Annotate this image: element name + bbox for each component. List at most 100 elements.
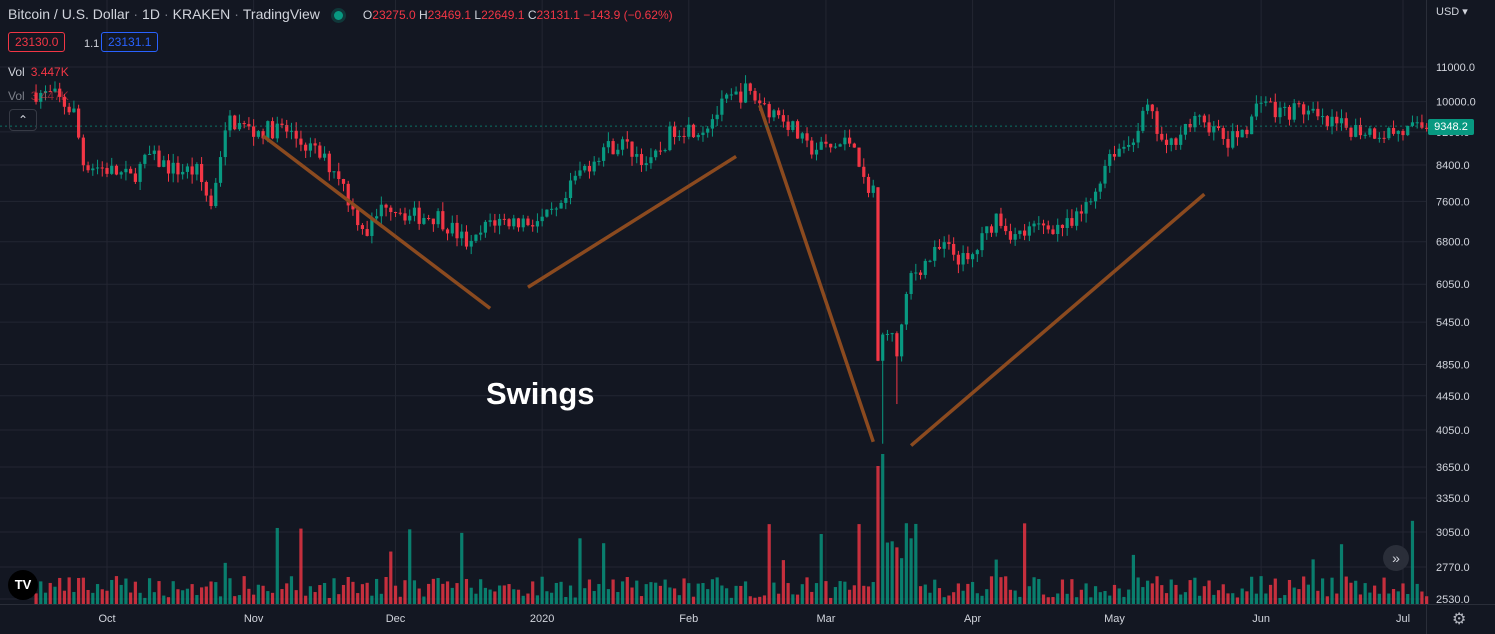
candle-body: [1335, 116, 1339, 124]
candle-body: [1131, 142, 1135, 145]
candle-body: [550, 208, 554, 210]
volume-bar: [743, 581, 748, 604]
candle-body: [706, 128, 710, 133]
volume-bar: [847, 589, 852, 604]
candle-body: [62, 96, 67, 107]
candle-body: [748, 83, 752, 91]
candle-body: [185, 166, 190, 172]
candle-body: [1051, 229, 1055, 235]
volume-bar: [427, 583, 431, 604]
candle-body: [275, 123, 279, 139]
bid-price[interactable]: 23130.0: [8, 32, 66, 52]
candle-body: [398, 212, 402, 214]
volume-bar: [431, 578, 435, 604]
candle-body: [1410, 122, 1415, 126]
volume-bar: [881, 454, 885, 604]
candle-body: [691, 124, 696, 138]
volume-bar: [819, 534, 823, 604]
volume-bar: [114, 576, 119, 604]
volume-bar: [753, 597, 757, 604]
candle-body: [871, 185, 875, 193]
candle-body: [1098, 183, 1102, 192]
volume-bar: [1060, 579, 1065, 604]
candle-body: [48, 91, 52, 93]
candle-body: [393, 212, 398, 214]
candle-body: [758, 100, 762, 104]
volume-bar: [313, 592, 317, 604]
volume-bar: [341, 584, 346, 604]
settings-gear-icon[interactable]: ⚙: [1452, 611, 1467, 628]
volume-bar: [1008, 589, 1013, 604]
candle-body: [1013, 234, 1017, 240]
volume-bar: [294, 590, 298, 604]
candle-body: [403, 213, 407, 221]
interval[interactable]: 1D: [142, 6, 160, 22]
symbol-header[interactable]: Bitcoin / U.S. Dollar · 1D · KRAKEN · TradingV…: [8, 6, 673, 22]
volume-bar: [980, 595, 984, 604]
candle-body: [1027, 226, 1031, 236]
volume-bar: [1065, 593, 1069, 604]
candle-body: [772, 110, 776, 118]
candle-body: [299, 138, 303, 145]
candle-body: [616, 149, 620, 155]
volume-bar: [937, 588, 942, 604]
candle-body: [147, 153, 152, 155]
candle-body: [682, 135, 686, 137]
volume-bar: [1268, 584, 1273, 604]
candle-body: [1278, 107, 1282, 118]
volume-bar: [1127, 589, 1131, 604]
candle-body: [592, 161, 596, 172]
candle-body: [1396, 130, 1400, 134]
candle-body: [450, 222, 454, 234]
collapse-legend-button[interactable]: ⌃: [9, 109, 37, 131]
candle-body: [942, 242, 946, 249]
candle-body: [1306, 110, 1311, 115]
scroll-to-realtime-button[interactable]: »: [1383, 545, 1409, 571]
candle-body: [1226, 138, 1230, 148]
volume-bar: [147, 578, 152, 604]
candle-body: [119, 172, 123, 175]
volume-bar: [795, 594, 800, 604]
candle-body: [1320, 116, 1325, 118]
candle-body: [635, 154, 639, 157]
volume-bar: [1193, 577, 1197, 604]
currency-selector[interactable]: USD ▾: [1436, 6, 1468, 18]
candle-body: [133, 173, 137, 182]
tradingview-logo[interactable]: TV: [8, 570, 38, 600]
volume-bar: [1004, 576, 1008, 604]
volume-legend: Vol 3.447K: [8, 65, 69, 79]
candle-body: [1287, 106, 1292, 120]
last-price-label: 9348.2: [1428, 119, 1474, 135]
candle-body: [644, 163, 648, 166]
volume-bar: [644, 584, 648, 604]
volume-bar: [233, 596, 237, 604]
volume-bar: [1141, 587, 1145, 604]
volume-bar: [1098, 592, 1102, 604]
candle-body: [285, 125, 289, 132]
candle-body: [805, 133, 809, 141]
candle-body: [502, 218, 506, 220]
symbol-name[interactable]: Bitcoin / U.S. Dollar: [8, 6, 130, 22]
candle-body: [743, 83, 748, 103]
volume-bar: [630, 587, 634, 604]
candle-body: [1354, 125, 1358, 137]
ask-price[interactable]: 23131.1: [101, 32, 159, 52]
volume-bar: [1089, 597, 1093, 604]
volume-bar: [1354, 580, 1358, 604]
candle-body: [1259, 102, 1263, 104]
volume-bar: [1056, 593, 1060, 604]
candle-body: [687, 124, 691, 137]
candle-body: [1302, 104, 1306, 115]
volume-bar: [1410, 520, 1415, 604]
exchange: KRAKEN: [172, 6, 231, 22]
volume-bar: [1306, 584, 1311, 604]
candle-body: [1212, 126, 1216, 133]
candle-body: [1330, 116, 1334, 127]
volume-bar: [918, 586, 923, 604]
candle-body: [1169, 138, 1173, 145]
volume-bar: [289, 576, 294, 604]
volume-bar: [1320, 578, 1325, 604]
volume-bar: [91, 592, 95, 604]
volume-bar: [48, 582, 52, 604]
